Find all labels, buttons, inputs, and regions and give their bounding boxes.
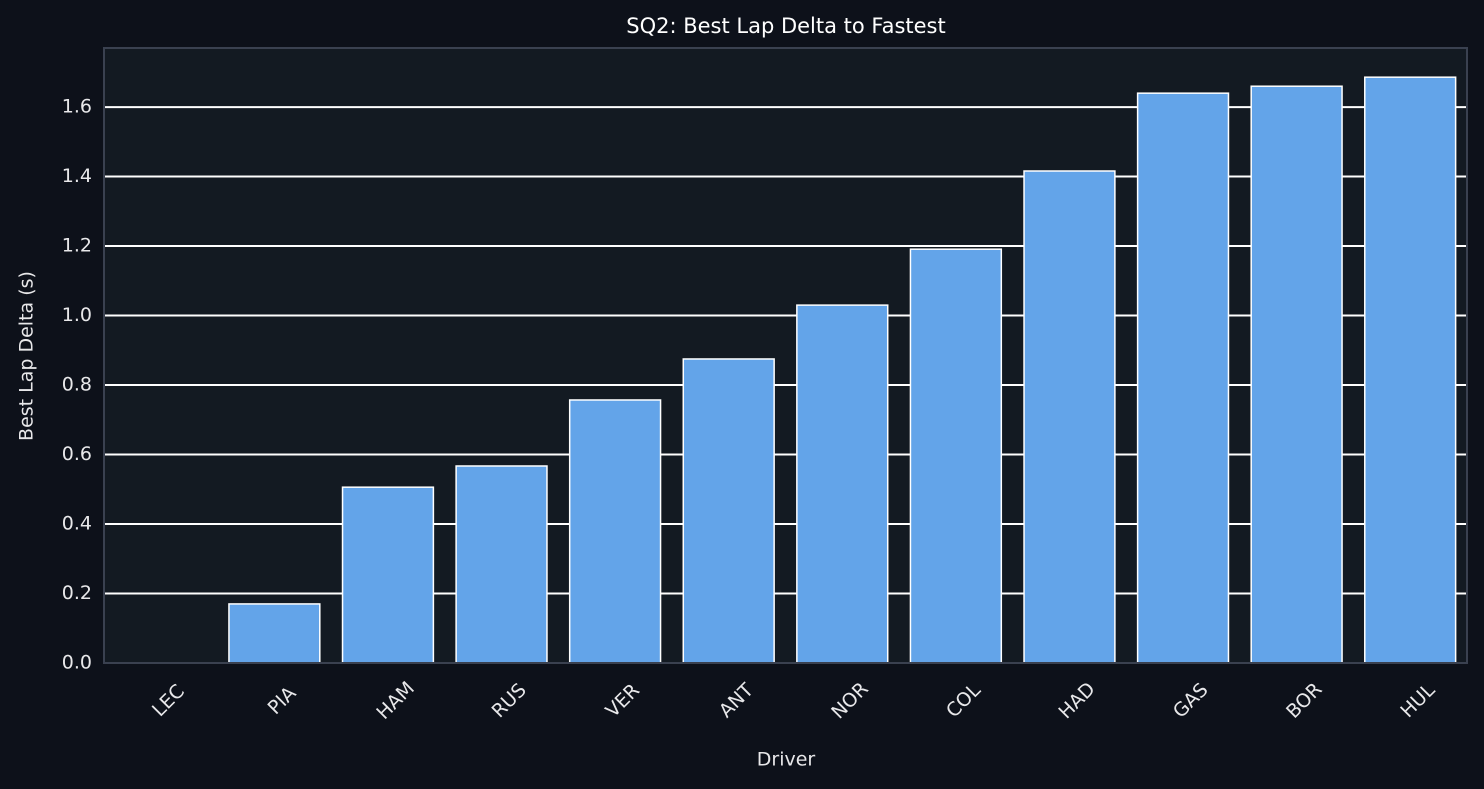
y-axis-label: Best Lap Delta (s) xyxy=(16,271,38,441)
y-tick-label: 1.0 xyxy=(62,304,92,326)
y-tick-label: 0.8 xyxy=(62,374,92,396)
plot-frame xyxy=(103,47,1468,664)
x-axis-label: Driver xyxy=(757,749,816,771)
bar xyxy=(909,248,1003,664)
bar xyxy=(1023,170,1116,664)
y-tick-label: 1.4 xyxy=(62,165,92,187)
bar xyxy=(341,486,435,664)
y-tick-label: 0.6 xyxy=(62,443,92,465)
y-tick-label: 0.2 xyxy=(62,582,92,604)
bar xyxy=(455,465,548,664)
y-tick-label: 1.6 xyxy=(62,96,92,118)
chart-title: SQ2: Best Lap Delta to Fastest xyxy=(626,14,945,38)
y-tick-label: 0.0 xyxy=(62,652,92,674)
y-tick-label: 1.2 xyxy=(62,235,92,257)
bar xyxy=(1136,92,1230,664)
bar xyxy=(228,603,321,664)
plot-area xyxy=(104,48,1467,663)
bar xyxy=(568,399,662,664)
bar xyxy=(1364,76,1457,664)
y-tick-label: 0.4 xyxy=(62,513,92,535)
bar xyxy=(1250,85,1343,664)
bar xyxy=(682,358,775,664)
bar xyxy=(796,304,889,664)
